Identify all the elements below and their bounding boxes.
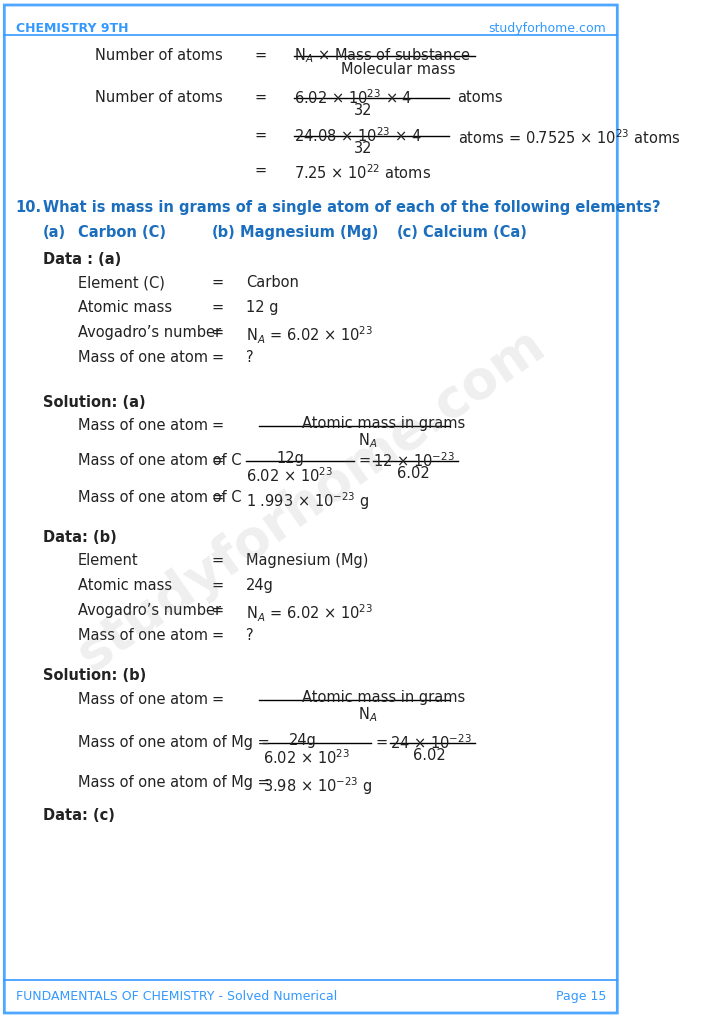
Text: studyforhome.com: studyforhome.com bbox=[488, 22, 606, 35]
Text: Atomic mass: Atomic mass bbox=[78, 578, 172, 593]
Text: Mass of one atom: Mass of one atom bbox=[78, 692, 207, 706]
Text: Atomic mass in grams: Atomic mass in grams bbox=[302, 690, 465, 705]
Text: What is mass in grams of a single atom of each of the following elements?: What is mass in grams of a single atom o… bbox=[43, 200, 661, 215]
Text: Carbon: Carbon bbox=[246, 275, 299, 290]
Text: Carbon (C): Carbon (C) bbox=[78, 225, 166, 240]
Text: 32: 32 bbox=[354, 142, 372, 156]
Text: N$_A$ = 6.02 × 10$^{23}$: N$_A$ = 6.02 × 10$^{23}$ bbox=[246, 325, 373, 346]
Text: Atomic mass in grams: Atomic mass in grams bbox=[302, 416, 465, 431]
Text: =: = bbox=[255, 163, 267, 178]
Text: Data: (c): Data: (c) bbox=[43, 808, 115, 823]
Text: 24g: 24g bbox=[246, 578, 274, 593]
Text: ?: ? bbox=[246, 628, 253, 643]
Text: 24.08 × 10$^{23}$ × 4: 24.08 × 10$^{23}$ × 4 bbox=[294, 126, 421, 145]
Text: Solution: (b): Solution: (b) bbox=[43, 668, 146, 683]
Text: =: = bbox=[212, 490, 224, 505]
Text: =: = bbox=[255, 90, 267, 105]
Text: (c): (c) bbox=[397, 225, 419, 240]
Text: =: = bbox=[212, 300, 224, 315]
Text: 6.02 × 10$^{23}$: 6.02 × 10$^{23}$ bbox=[246, 466, 333, 485]
Text: 12g: 12g bbox=[276, 451, 304, 466]
Text: 7.25 × 10$^{22}$ atoms: 7.25 × 10$^{22}$ atoms bbox=[294, 163, 431, 181]
Text: N$_A$ × Mass of substance: N$_A$ × Mass of substance bbox=[294, 46, 470, 65]
Text: =: = bbox=[212, 692, 224, 706]
Text: Atomic mass: Atomic mass bbox=[78, 300, 172, 315]
Text: =: = bbox=[212, 325, 224, 340]
Text: 6.02 × 10$^{23}$: 6.02 × 10$^{23}$ bbox=[264, 748, 351, 767]
Text: 6.02: 6.02 bbox=[397, 466, 430, 480]
Text: N$_A$: N$_A$ bbox=[359, 705, 378, 724]
Text: Avogadro’s number: Avogadro’s number bbox=[78, 603, 221, 618]
Text: atoms = 0.7525 × 10$^{23}$ atoms: atoms = 0.7525 × 10$^{23}$ atoms bbox=[458, 128, 680, 147]
Text: Avogadro’s number: Avogadro’s number bbox=[78, 325, 221, 340]
Text: Mass of one atom of C: Mass of one atom of C bbox=[78, 490, 241, 505]
Text: FUNDAMENTALS OF CHEMISTRY - Solved Numerical: FUNDAMENTALS OF CHEMISTRY - Solved Numer… bbox=[16, 989, 337, 1003]
Text: =: = bbox=[212, 453, 224, 468]
Text: Number of atoms: Number of atoms bbox=[95, 48, 222, 63]
Text: atoms: atoms bbox=[458, 90, 503, 105]
Text: Solution: (a): Solution: (a) bbox=[43, 395, 145, 410]
Text: 1 .993 × 10$^{-23}$ g: 1 .993 × 10$^{-23}$ g bbox=[246, 490, 369, 512]
Text: =: = bbox=[212, 418, 224, 433]
Text: 12 × 10$^{-23}$: 12 × 10$^{-23}$ bbox=[373, 451, 454, 469]
Text: ?: ? bbox=[246, 350, 253, 365]
Text: 32: 32 bbox=[354, 103, 372, 118]
Text: 24 × 10$^{-23}$: 24 × 10$^{-23}$ bbox=[390, 733, 472, 751]
Text: Page 15: Page 15 bbox=[556, 989, 606, 1003]
Text: 6.02 × 10$^{23}$ × 4: 6.02 × 10$^{23}$ × 4 bbox=[294, 88, 412, 107]
Text: (a): (a) bbox=[43, 225, 66, 240]
Text: Calcium (Ca): Calcium (Ca) bbox=[423, 225, 527, 240]
Text: =: = bbox=[376, 735, 387, 750]
Text: =: = bbox=[212, 350, 224, 365]
Text: Molecular mass: Molecular mass bbox=[341, 62, 456, 77]
Text: Element (C): Element (C) bbox=[78, 275, 165, 290]
Text: =: = bbox=[212, 553, 224, 568]
Text: =: = bbox=[255, 48, 267, 63]
FancyBboxPatch shape bbox=[4, 5, 617, 1013]
Text: N$_A$: N$_A$ bbox=[359, 431, 378, 450]
Text: 6.02: 6.02 bbox=[413, 748, 446, 764]
Text: (b): (b) bbox=[212, 225, 235, 240]
Text: 3.98 × 10$^{-23}$ g: 3.98 × 10$^{-23}$ g bbox=[264, 775, 373, 797]
Text: =: = bbox=[212, 275, 224, 290]
Text: 10.: 10. bbox=[16, 200, 42, 215]
Text: N$_A$ = 6.02 × 10$^{23}$: N$_A$ = 6.02 × 10$^{23}$ bbox=[246, 603, 373, 624]
Text: Mass of one atom: Mass of one atom bbox=[78, 418, 207, 433]
Text: Number of atoms: Number of atoms bbox=[95, 90, 222, 105]
Text: =: = bbox=[359, 453, 370, 468]
Text: CHEMISTRY 9TH: CHEMISTRY 9TH bbox=[16, 22, 128, 35]
Text: studyforhome.com: studyforhome.com bbox=[67, 319, 554, 681]
Text: =: = bbox=[212, 603, 224, 618]
Text: =: = bbox=[212, 628, 224, 643]
Text: Mass of one atom of Mg =: Mass of one atom of Mg = bbox=[78, 735, 269, 750]
Text: Element: Element bbox=[78, 553, 138, 568]
Text: Mass of one atom of C: Mass of one atom of C bbox=[78, 453, 241, 468]
Text: Mass of one atom: Mass of one atom bbox=[78, 628, 207, 643]
Text: Mass of one atom: Mass of one atom bbox=[78, 350, 207, 365]
Text: 12 g: 12 g bbox=[246, 300, 279, 315]
Text: Magnesium (Mg): Magnesium (Mg) bbox=[240, 225, 379, 240]
Text: 24g: 24g bbox=[289, 733, 317, 748]
Text: =: = bbox=[255, 128, 267, 143]
Text: Magnesium (Mg): Magnesium (Mg) bbox=[246, 553, 369, 568]
Text: =: = bbox=[212, 578, 224, 593]
Text: Data: (b): Data: (b) bbox=[43, 530, 117, 545]
Text: Mass of one atom of Mg =: Mass of one atom of Mg = bbox=[78, 775, 269, 790]
Text: Data : (a): Data : (a) bbox=[43, 252, 122, 267]
